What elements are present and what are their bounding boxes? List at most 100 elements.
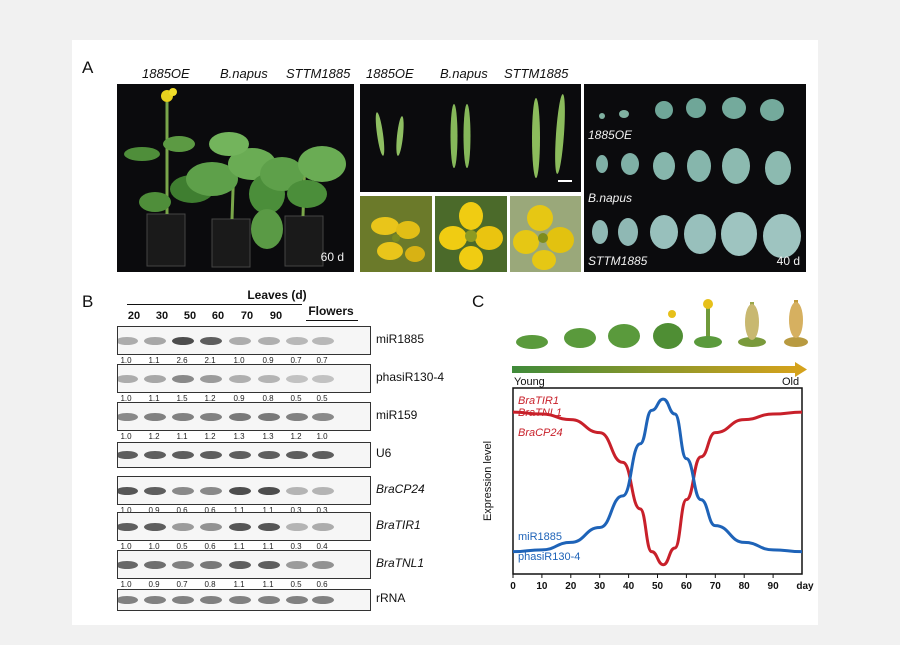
blot-label-bratir1: BraTIR1	[376, 517, 421, 532]
quant-value: 1.1	[262, 542, 274, 551]
leaf-row-label-sttm1885: STTM1885	[588, 254, 648, 268]
quant-value: 2.1	[204, 356, 216, 365]
blot-phasir130-4	[117, 364, 371, 393]
quant-value: 0.9	[233, 394, 245, 403]
quant-value: 0.7	[316, 356, 328, 365]
quant-value: 1.1	[176, 432, 188, 441]
quant-value: 1.1	[262, 580, 274, 589]
blot-band	[258, 560, 280, 569]
blot-band	[312, 486, 334, 495]
flower-illustration-1	[371, 217, 425, 262]
blot-band	[172, 486, 194, 495]
plant-photo: 60 d	[117, 84, 354, 272]
quant-value: 0.3	[290, 542, 302, 551]
blot-band	[312, 336, 334, 345]
silique-label-sttm1885: STTM1885	[504, 66, 569, 81]
quant-value: 0.5	[176, 542, 188, 551]
series-line-0	[512, 410, 803, 567]
blot-mir1885	[117, 326, 371, 355]
x-tick-label: 30	[594, 581, 606, 592]
blot-band	[286, 522, 308, 531]
blot-band	[312, 596, 334, 604]
blot-band	[258, 596, 280, 604]
x-tick-label: 70	[710, 581, 722, 592]
blot-label-rrna: rRNA	[376, 591, 406, 605]
blot-band	[258, 451, 280, 459]
blot-band	[172, 336, 194, 345]
blot-band	[172, 522, 194, 531]
blot-label-u6: U6	[376, 446, 392, 460]
blot-label-mir1885: miR1885	[376, 331, 425, 346]
blot-band	[200, 596, 222, 604]
x-tick-label: 40	[623, 581, 635, 592]
blot-band	[312, 560, 334, 569]
blot-label-mir159: miR159	[376, 407, 418, 422]
blot-band	[229, 336, 251, 345]
blot-band	[200, 451, 222, 459]
blot-band	[200, 522, 222, 531]
series-label-red-1: BraTNL1	[518, 407, 562, 419]
quant-value: 0.3	[290, 506, 302, 515]
quant-value: 0.6	[176, 506, 188, 515]
blot-band	[286, 560, 308, 569]
blot-band	[312, 374, 334, 383]
header-flowers-line	[306, 320, 358, 321]
panel-label-c: C	[472, 292, 485, 311]
plant-illustration	[124, 88, 346, 268]
silique-photo	[360, 84, 581, 192]
series-label-blue-0: miR1885	[518, 531, 562, 543]
column-60: 60	[211, 310, 225, 322]
blot-label-bracp24: BraCP24	[376, 481, 425, 496]
day-label-plants: 60 d	[320, 250, 344, 264]
blot-band	[258, 522, 280, 531]
blot-band	[144, 522, 166, 531]
blot-band	[229, 412, 251, 421]
blot-band	[229, 451, 251, 459]
x-tick-label: 20	[565, 581, 577, 592]
growth-stage-3-icon	[608, 324, 640, 348]
y-axis-label: Expression level	[482, 441, 494, 521]
column-70: 70	[240, 310, 254, 322]
blot-band	[144, 451, 166, 459]
blot-band	[229, 596, 251, 604]
blot-band	[286, 596, 308, 604]
blot-band	[118, 336, 138, 345]
flower-photo-bnapus	[435, 196, 507, 272]
leaf-row-label-1885oe: 1885OE	[588, 128, 633, 142]
blot-label-phasir130-4: phasiR130-4	[376, 369, 445, 384]
blot-band	[172, 596, 194, 604]
panel-label-a: A	[82, 58, 94, 77]
x-tick-label: 50	[652, 581, 664, 592]
quant-value: 0.5	[316, 394, 328, 403]
quant-value: 1.0	[316, 432, 328, 441]
growth-stage-4-icon	[653, 310, 683, 349]
blot-band	[229, 560, 251, 569]
quant-value: 1.2	[290, 432, 302, 441]
blot-bratnl1	[117, 550, 371, 579]
blot-band	[118, 560, 138, 569]
growth-stage-5-icon	[694, 299, 722, 348]
x-axis-label: day	[796, 581, 814, 592]
blot-band	[229, 374, 251, 383]
blot-band	[312, 412, 334, 421]
quant-value: 0.9	[262, 356, 274, 365]
quant-value: 0.8	[262, 394, 274, 403]
quant-value: 1.0	[120, 506, 132, 515]
quant-value: 1.0	[120, 542, 132, 551]
growth-stage-2-icon	[564, 328, 596, 348]
growth-stage-7-icon	[784, 300, 808, 347]
blot-band	[200, 412, 222, 421]
quant-value: 1.0	[120, 432, 132, 441]
blot-band	[144, 336, 166, 345]
flower-illustration-2	[439, 202, 503, 270]
plant-growth-icons	[516, 299, 808, 349]
quant-value: 1.1	[148, 394, 160, 403]
quant-value: 1.5	[176, 394, 188, 403]
blot-band	[258, 336, 280, 345]
blot-band	[286, 412, 308, 421]
quant-value: 1.2	[148, 432, 160, 441]
quant-value: 0.8	[204, 580, 216, 589]
blot-band	[118, 451, 138, 459]
silique-label-1885oe: 1885OE	[366, 66, 414, 81]
x-tick-label: 80	[739, 581, 751, 592]
